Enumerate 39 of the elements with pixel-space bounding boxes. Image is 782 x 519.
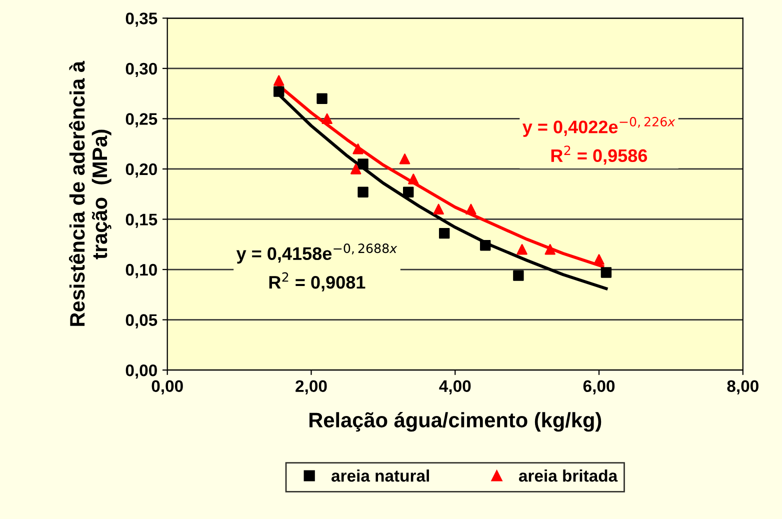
point xyxy=(274,75,284,86)
y-tick-label: 0,15 xyxy=(126,214,158,228)
point xyxy=(352,144,364,154)
point xyxy=(358,186,368,198)
point xyxy=(544,244,556,255)
x-axis-title: Relação água/cimento (kg/kg) xyxy=(310,412,602,432)
y-tick-label: 0,20 xyxy=(126,163,157,178)
point xyxy=(594,254,604,265)
point xyxy=(408,174,419,184)
y-tick-label: 0,35 xyxy=(126,12,158,27)
x-tick-label: 4,00 xyxy=(439,380,471,394)
point xyxy=(600,267,612,278)
text: y = 0,4158e$^{−0,2688x}$ R$^{2}$ = 0,9081 xyxy=(236,244,398,292)
point xyxy=(350,164,362,174)
point xyxy=(403,186,414,198)
x-tick-label: 6,00 xyxy=(583,380,615,394)
point xyxy=(358,158,368,170)
x-tick-label: 8,00 xyxy=(727,380,758,394)
point xyxy=(466,204,476,215)
y-tick-label: 0,10 xyxy=(126,264,157,278)
point xyxy=(516,244,528,255)
point xyxy=(438,228,450,239)
point xyxy=(433,204,444,215)
y-tick-label: 0,00 xyxy=(126,364,157,379)
x-tick-label: 2,00 xyxy=(296,380,327,394)
point xyxy=(274,86,284,97)
point xyxy=(322,113,332,124)
y-tick-label: 0,30 xyxy=(126,62,157,78)
point xyxy=(480,240,491,251)
y-tick-label: 0,05 xyxy=(126,314,158,328)
y-tick-label: 0,25 xyxy=(126,113,158,128)
point xyxy=(399,154,410,164)
point xyxy=(316,93,328,104)
legend-label: areia britada xyxy=(518,470,618,482)
point xyxy=(513,270,524,281)
x-tick-label: 0,00 xyxy=(152,380,183,394)
y-axis-title: Resistência de aderência à tração (MPa) xyxy=(68,60,112,326)
legend-label: areia natural xyxy=(332,470,429,482)
text: y = 0,4022e$^{−0,226x}$ R$^{2}$ = 0,9586 xyxy=(522,116,676,165)
